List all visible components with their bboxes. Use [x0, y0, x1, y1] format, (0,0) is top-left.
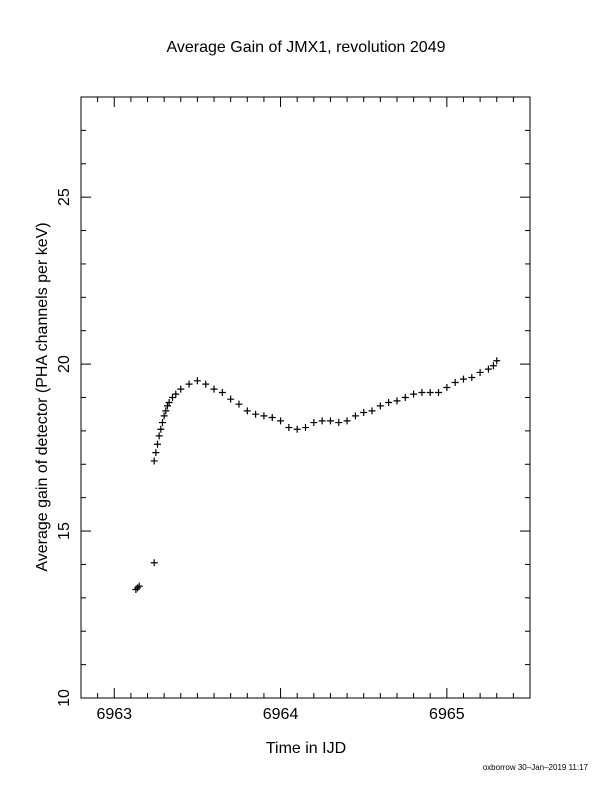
data-point [451, 378, 459, 386]
data-point [185, 380, 193, 388]
data-point [260, 412, 268, 420]
y-tick-label: 20 [56, 355, 73, 373]
data-point [476, 368, 484, 376]
plot-frame [80, 96, 531, 699]
data-point [202, 380, 210, 388]
data-point [426, 388, 434, 396]
data-point [177, 385, 185, 393]
data-point [326, 417, 334, 425]
x-tick-label: 6965 [429, 706, 465, 723]
data-point [153, 440, 161, 448]
data-point [155, 432, 163, 440]
data-point [168, 394, 176, 401]
data-point [302, 424, 309, 432]
data-point [134, 584, 142, 592]
data-point [443, 383, 451, 391]
plot-frame-rect [80, 96, 531, 699]
data-point [132, 585, 140, 593]
data-point [318, 417, 326, 425]
chart-title: Average Gain of JMX1, revolution 2049 [167, 39, 446, 56]
data-point [172, 390, 180, 398]
data-point [435, 388, 443, 396]
data-point [401, 394, 409, 401]
data-point [268, 414, 276, 422]
data-point [252, 410, 260, 418]
data-point [468, 373, 476, 381]
data-point [152, 449, 160, 457]
data-point [385, 399, 393, 407]
y-tick-label: 10 [56, 689, 73, 707]
data-point [368, 407, 376, 415]
data-point [343, 417, 351, 425]
data-point [150, 559, 158, 567]
data-point [493, 357, 501, 365]
data-point [163, 402, 171, 410]
x-axis-label: Time in IJD [266, 740, 346, 757]
data-point [293, 425, 301, 433]
data-points [132, 357, 501, 593]
data-point [235, 400, 243, 408]
data-point [165, 399, 173, 407]
y-tick-label: 25 [56, 188, 73, 206]
data-point [227, 395, 235, 403]
timestamp-stamp: oxborrow 30–Jan–2019 11:17 [483, 763, 589, 772]
data-point [410, 390, 418, 398]
data-point [160, 412, 168, 420]
data-point [158, 419, 166, 427]
data-point [351, 412, 359, 420]
data-point [459, 375, 467, 383]
y-tick-label: 15 [56, 522, 73, 540]
x-tick-label: 6964 [263, 706, 299, 723]
data-point [162, 407, 170, 415]
axis-ticks [80, 96, 531, 699]
axis-tick-labels: 10 15 20 25 6963 6964 6965 [56, 188, 465, 723]
data-point [393, 397, 401, 405]
y-axis-label: Average gain of detector (PHA channels p… [34, 222, 51, 571]
data-point [376, 402, 384, 410]
data-point [157, 425, 165, 433]
data-point [277, 417, 285, 425]
data-point [418, 388, 426, 396]
data-point [210, 385, 218, 393]
data-point [285, 424, 293, 432]
data-point [360, 409, 368, 417]
data-point [489, 362, 497, 370]
x-tick-label: 6963 [96, 706, 132, 723]
data-point [135, 582, 143, 590]
data-point [193, 377, 201, 385]
data-point [310, 419, 318, 427]
data-point [484, 365, 492, 373]
data-point [335, 419, 343, 427]
data-point [150, 457, 158, 465]
data-point [218, 388, 226, 396]
data-point [243, 407, 251, 415]
